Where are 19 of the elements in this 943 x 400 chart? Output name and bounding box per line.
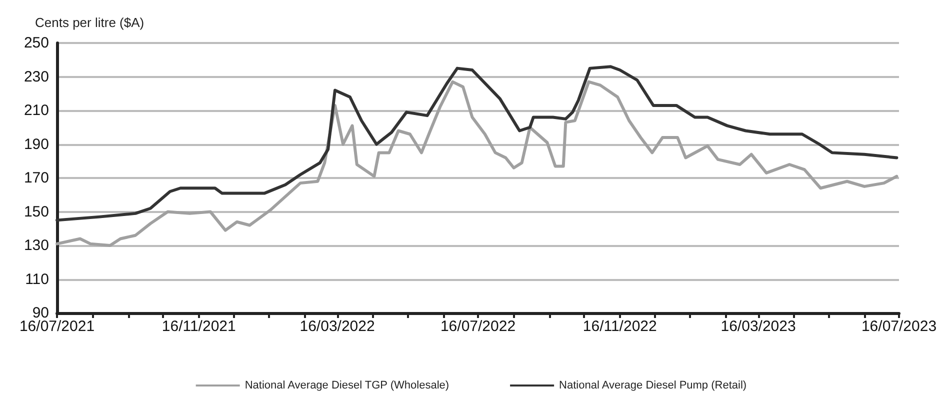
x-tick-label: 16/03/2023 — [720, 318, 796, 335]
y-tick-label: 170 — [24, 170, 49, 186]
y-axis-title: Cents per litre ($A) — [35, 15, 144, 30]
legend-label: National Average Diesel TGP (Wholesale) — [244, 380, 450, 392]
y-tick-label: 230 — [24, 68, 49, 86]
y-tick-label: 210 — [24, 102, 49, 119]
y-tick-label: 250 — [24, 34, 49, 52]
y-tick-label: 130 — [24, 237, 49, 254]
y-tick-label: 110 — [25, 270, 49, 288]
legend-label: National Average Diesel Pump (Retail) — [559, 380, 747, 392]
x-tick-label: 16/03/2022 — [300, 318, 375, 335]
x-tick-label: 16/11/2022 — [582, 318, 657, 335]
y-tick-label: 190 — [24, 136, 49, 153]
x-tick-label: 16/07/2023 — [861, 318, 937, 335]
line-series — [56, 80, 898, 247]
x-tick-label: 16/11/2021 — [162, 318, 236, 335]
x-tick-label: 16/07/2022 — [440, 318, 516, 335]
y-tick-label: 150 — [24, 203, 49, 220]
line-series — [56, 65, 898, 222]
